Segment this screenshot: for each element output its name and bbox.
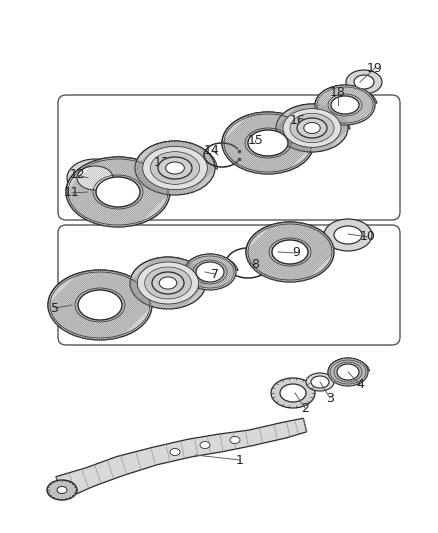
Polygon shape bbox=[328, 358, 370, 375]
Ellipse shape bbox=[78, 290, 122, 320]
Ellipse shape bbox=[246, 222, 334, 282]
Ellipse shape bbox=[200, 441, 210, 448]
Ellipse shape bbox=[66, 157, 170, 227]
Ellipse shape bbox=[306, 373, 334, 391]
Polygon shape bbox=[56, 418, 307, 499]
Ellipse shape bbox=[159, 277, 177, 289]
Ellipse shape bbox=[297, 118, 327, 138]
Polygon shape bbox=[272, 240, 312, 256]
Text: 3: 3 bbox=[326, 392, 334, 405]
Ellipse shape bbox=[145, 267, 191, 299]
Ellipse shape bbox=[150, 152, 200, 184]
Polygon shape bbox=[130, 257, 208, 293]
Text: 7: 7 bbox=[211, 268, 219, 280]
Text: 15: 15 bbox=[248, 133, 264, 147]
Ellipse shape bbox=[48, 270, 152, 340]
Ellipse shape bbox=[324, 219, 372, 251]
Polygon shape bbox=[78, 290, 126, 310]
Ellipse shape bbox=[290, 114, 334, 143]
Ellipse shape bbox=[135, 141, 215, 195]
Polygon shape bbox=[196, 262, 226, 275]
Ellipse shape bbox=[96, 177, 140, 207]
Polygon shape bbox=[248, 130, 292, 148]
Ellipse shape bbox=[346, 70, 382, 94]
Polygon shape bbox=[135, 141, 217, 178]
Text: 10: 10 bbox=[360, 230, 376, 244]
Ellipse shape bbox=[334, 226, 362, 244]
Text: 8: 8 bbox=[251, 259, 259, 271]
Ellipse shape bbox=[304, 123, 320, 133]
Polygon shape bbox=[48, 270, 155, 313]
Text: 12: 12 bbox=[70, 168, 86, 182]
Ellipse shape bbox=[152, 272, 184, 294]
Text: 13: 13 bbox=[154, 157, 170, 169]
Ellipse shape bbox=[130, 257, 206, 309]
Ellipse shape bbox=[77, 166, 113, 190]
Ellipse shape bbox=[271, 378, 315, 408]
Ellipse shape bbox=[311, 376, 329, 388]
Ellipse shape bbox=[222, 112, 314, 174]
Text: 1: 1 bbox=[236, 454, 244, 466]
Polygon shape bbox=[66, 157, 173, 200]
Ellipse shape bbox=[272, 240, 308, 264]
Ellipse shape bbox=[315, 85, 375, 125]
Polygon shape bbox=[96, 177, 144, 197]
Ellipse shape bbox=[47, 480, 77, 500]
Polygon shape bbox=[222, 112, 318, 150]
Ellipse shape bbox=[280, 384, 306, 402]
Ellipse shape bbox=[337, 364, 359, 380]
Text: 18: 18 bbox=[330, 85, 346, 99]
Ellipse shape bbox=[331, 96, 359, 114]
Text: 16: 16 bbox=[290, 114, 306, 126]
Ellipse shape bbox=[143, 147, 207, 190]
Ellipse shape bbox=[328, 358, 368, 386]
Text: 5: 5 bbox=[51, 302, 59, 314]
Ellipse shape bbox=[230, 437, 240, 443]
Ellipse shape bbox=[166, 162, 184, 174]
Text: 11: 11 bbox=[64, 187, 80, 199]
Polygon shape bbox=[276, 104, 350, 136]
Text: 4: 4 bbox=[356, 378, 364, 392]
Ellipse shape bbox=[283, 109, 341, 147]
Ellipse shape bbox=[138, 262, 199, 304]
Ellipse shape bbox=[67, 159, 123, 197]
Polygon shape bbox=[337, 364, 361, 375]
Polygon shape bbox=[331, 96, 361, 108]
Ellipse shape bbox=[354, 75, 374, 89]
Polygon shape bbox=[184, 254, 238, 276]
Ellipse shape bbox=[196, 262, 224, 282]
Text: 9: 9 bbox=[292, 246, 300, 260]
Ellipse shape bbox=[248, 130, 288, 156]
Ellipse shape bbox=[170, 448, 180, 456]
Ellipse shape bbox=[276, 104, 348, 152]
Text: 2: 2 bbox=[301, 401, 309, 415]
Text: 14: 14 bbox=[204, 143, 220, 157]
Polygon shape bbox=[315, 85, 377, 110]
Text: 6: 6 bbox=[168, 279, 176, 292]
Ellipse shape bbox=[57, 487, 67, 494]
Ellipse shape bbox=[184, 254, 236, 290]
Ellipse shape bbox=[158, 157, 192, 179]
Text: 19: 19 bbox=[367, 61, 383, 75]
Polygon shape bbox=[246, 222, 337, 259]
